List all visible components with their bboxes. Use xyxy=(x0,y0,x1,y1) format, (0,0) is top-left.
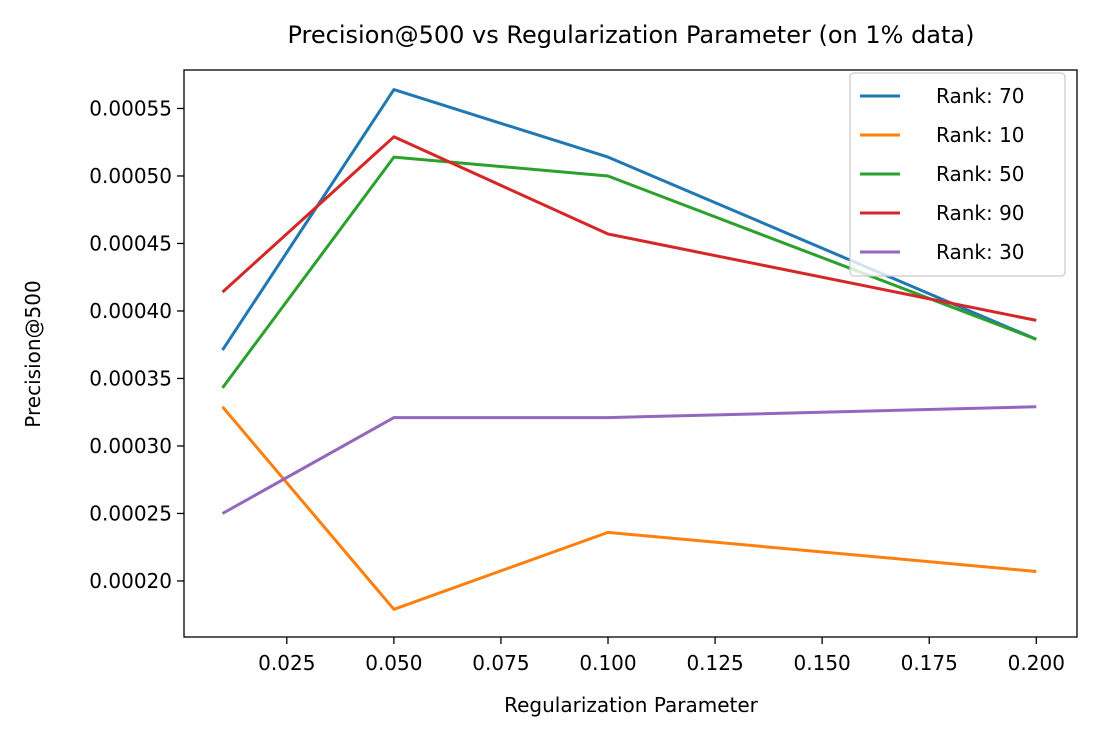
plot-area-frame xyxy=(183,69,1078,638)
series-lines xyxy=(221,88,1037,611)
x-axis-label: Regularization Parameter xyxy=(504,693,759,717)
legend-label: Rank: 10 xyxy=(936,123,1025,147)
legend-box xyxy=(849,72,1066,277)
y-tick-label: 0.00050 xyxy=(89,164,172,188)
x-tick-label: 0.025 xyxy=(258,651,315,675)
y-tick-label: 0.00030 xyxy=(89,434,172,458)
y-tick-label: 0.00040 xyxy=(89,299,172,323)
y-tick-label: 0.00045 xyxy=(89,231,172,255)
legend-label: Rank: 90 xyxy=(936,201,1025,225)
x-tick-label: 0.050 xyxy=(365,651,422,675)
x-tick-label: 0.150 xyxy=(794,651,851,675)
series-line-rank-70 xyxy=(221,88,1037,351)
series-line-rank-30 xyxy=(221,405,1037,515)
x-tick-label: 0.075 xyxy=(472,651,529,675)
x-tick-label: 0.175 xyxy=(901,651,958,675)
series-line-rank-50 xyxy=(221,155,1037,389)
axis-ticks: 0.025 0.050 0.075 0.100 0.125 0.150 0.175 0.200… xyxy=(89,96,1065,675)
y-tick-label: 0.00035 xyxy=(89,366,172,390)
series-line-rank-90 xyxy=(221,135,1037,322)
y-tick-label: 0.00020 xyxy=(89,569,172,593)
y-tick-label: 0.00025 xyxy=(89,501,172,525)
chart-title: Precision@500 vs Regularization Paramete… xyxy=(288,21,975,49)
x-tick-label: 0.125 xyxy=(686,651,743,675)
y-axis-label: Precision@500 xyxy=(21,280,45,427)
series-line-rank-10 xyxy=(221,405,1037,611)
legend-label: Rank: 30 xyxy=(936,240,1025,264)
legend: Rank: 70 Rank: 10 Rank: 50 Rank: 90 Rank: 30 xyxy=(849,72,1066,277)
legend-label: Rank: 50 xyxy=(936,162,1025,186)
x-tick-label: 0.200 xyxy=(1008,651,1065,675)
y-tick-label: 0.00055 xyxy=(89,96,172,120)
x-tick-label: 0.100 xyxy=(579,651,636,675)
legend-label: Rank: 70 xyxy=(936,84,1025,108)
